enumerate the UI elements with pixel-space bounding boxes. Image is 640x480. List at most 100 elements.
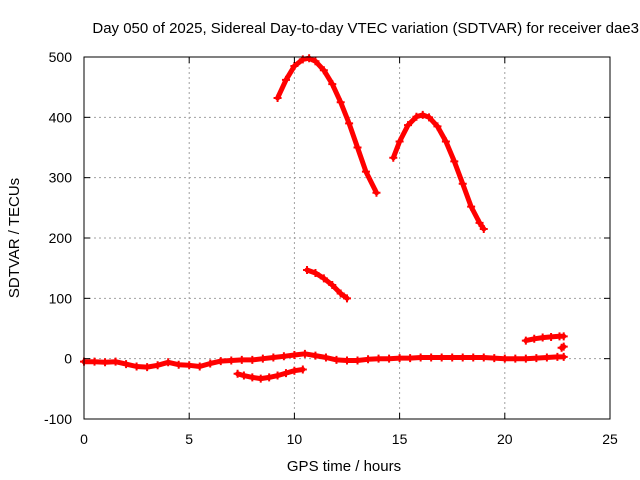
data-point xyxy=(279,352,288,361)
data-point xyxy=(206,359,215,368)
data-point xyxy=(328,80,337,89)
data-point xyxy=(256,374,265,383)
series-trace xyxy=(275,55,379,196)
data-point xyxy=(281,369,290,378)
axis-ticks: 0 5 10 15 20 25 -100 0 100 200 300 400 500 xyxy=(44,49,618,447)
series-arc-c xyxy=(303,265,351,303)
data-point xyxy=(511,354,520,363)
data-point xyxy=(101,358,110,367)
y-tick-label: 200 xyxy=(49,230,73,246)
y-tick-label: 0 xyxy=(64,351,72,367)
data-point xyxy=(479,353,488,362)
data-point xyxy=(542,353,551,362)
data-point xyxy=(433,122,442,131)
data-point xyxy=(303,265,312,274)
data-point xyxy=(395,137,404,146)
data-point xyxy=(153,361,162,370)
data-point xyxy=(412,112,421,121)
data-point xyxy=(248,355,257,364)
data-point xyxy=(258,354,267,363)
data-point xyxy=(389,153,398,162)
y-tick-label: 500 xyxy=(49,49,73,65)
data-point xyxy=(143,363,152,372)
data-point xyxy=(475,218,484,227)
data-point xyxy=(425,113,434,122)
data-point xyxy=(273,94,282,103)
data-point xyxy=(321,353,330,362)
data-point xyxy=(385,354,394,363)
data-point xyxy=(559,332,568,341)
data-point xyxy=(364,355,373,364)
data-point xyxy=(469,353,478,362)
data-point xyxy=(233,369,242,378)
data-point xyxy=(458,179,467,188)
x-tick-label: 15 xyxy=(392,431,408,447)
x-tick-label: 20 xyxy=(497,431,513,447)
data-point xyxy=(395,354,404,363)
data-point xyxy=(538,333,547,342)
data-point xyxy=(311,268,320,277)
data-point xyxy=(448,353,457,362)
data-point xyxy=(248,373,257,382)
data-point xyxy=(332,355,341,364)
data-point xyxy=(418,110,427,119)
data-point xyxy=(490,354,499,363)
data-point xyxy=(406,354,415,363)
data-point xyxy=(547,332,556,341)
data-point xyxy=(353,143,362,152)
data-point xyxy=(311,57,320,66)
x-tick-label: 25 xyxy=(602,431,618,447)
data-point xyxy=(328,281,337,290)
data-point xyxy=(343,356,351,365)
data-point xyxy=(404,121,413,130)
data-point xyxy=(450,157,459,166)
x-tick-label: 10 xyxy=(287,431,303,447)
data-point xyxy=(111,357,120,366)
series-arc-b xyxy=(389,110,488,233)
series-trace xyxy=(390,112,487,232)
data-point xyxy=(353,356,362,365)
series-arc-e xyxy=(521,332,568,345)
data-point xyxy=(174,360,183,369)
data-point xyxy=(345,119,354,128)
series-arc-f xyxy=(557,342,568,352)
data-point xyxy=(437,353,446,362)
data-point xyxy=(559,342,568,351)
data-point xyxy=(336,289,345,298)
y-tick-label: 400 xyxy=(49,109,73,125)
data-point xyxy=(90,357,99,366)
data-point xyxy=(290,351,299,360)
series-baseline xyxy=(80,349,568,372)
y-tick-label: 100 xyxy=(49,290,73,306)
data-point xyxy=(237,355,246,364)
y-tick-label: -100 xyxy=(44,411,72,427)
data-point xyxy=(530,334,539,343)
data-point xyxy=(319,66,328,75)
data-point xyxy=(427,353,436,362)
data-point xyxy=(467,202,476,211)
x-tick-label: 0 xyxy=(80,431,88,447)
data-points xyxy=(80,54,568,383)
series-arc-a xyxy=(273,54,381,197)
data-point xyxy=(290,62,299,71)
data-point xyxy=(416,353,425,362)
data-point xyxy=(185,361,194,370)
data-point xyxy=(559,352,568,361)
data-point xyxy=(305,54,314,63)
data-point xyxy=(132,362,141,371)
data-point xyxy=(290,366,299,375)
x-axis-title: GPS time / hours xyxy=(287,458,401,475)
data-point xyxy=(298,365,307,374)
data-point xyxy=(319,274,328,283)
data-point xyxy=(372,188,381,197)
data-point xyxy=(300,349,309,358)
data-point xyxy=(281,75,290,84)
data-point xyxy=(273,371,282,380)
data-point xyxy=(216,357,225,366)
x-tick-label: 5 xyxy=(185,431,193,447)
data-point xyxy=(532,354,541,363)
data-point xyxy=(441,137,450,146)
data-point xyxy=(343,294,351,303)
data-point xyxy=(361,167,370,176)
series-arc-d xyxy=(233,365,307,383)
